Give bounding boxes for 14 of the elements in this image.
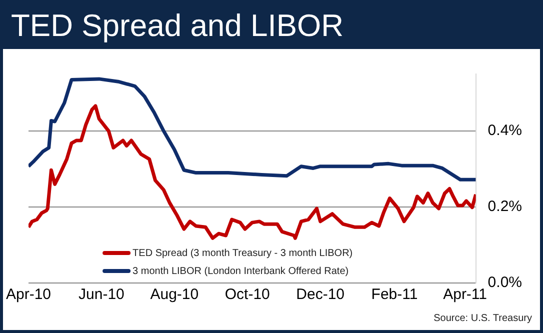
y-tick-label: 0.0%: [488, 274, 522, 292]
x-tick-label: Dec-10: [296, 286, 345, 304]
y-tick-label: 0.4%: [488, 122, 522, 140]
x-tick-label: Jun-10: [78, 286, 124, 304]
x-tick-label: Apr-11: [443, 286, 488, 304]
legend-label: TED Spread (3 month Treasury - 3 month LIBOR): [132, 248, 353, 259]
x-tick-label: Apr-10: [6, 286, 52, 304]
chart-title: TED Spread and LIBOR: [3, 3, 540, 49]
source-note: Source: U.S. Treasury: [434, 313, 532, 324]
x-tick-label: Aug-10: [150, 286, 199, 304]
x-tick-label: Oct-10: [224, 286, 270, 304]
x-tick-label: Feb-11: [371, 286, 418, 304]
legend-label: 3 month LIBOR (London Interbank Offered Rate): [132, 266, 349, 277]
y-tick-label: 0.2%: [488, 198, 522, 216]
